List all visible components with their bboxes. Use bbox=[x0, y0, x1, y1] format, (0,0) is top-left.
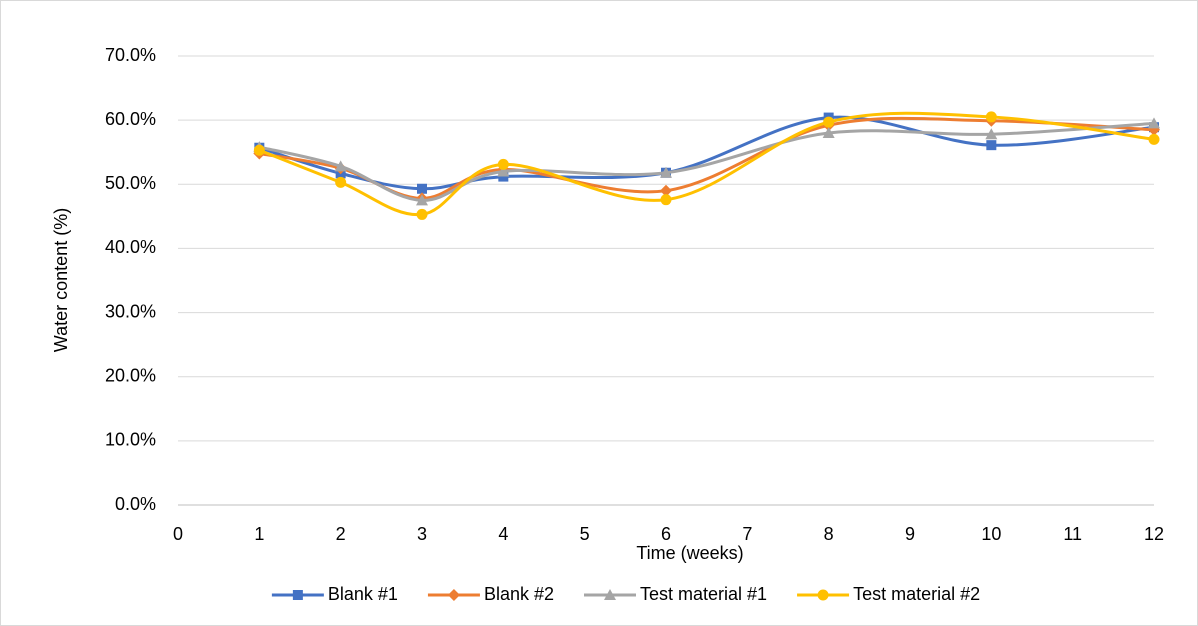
marker bbox=[417, 183, 427, 194]
marker bbox=[822, 126, 835, 138]
marker bbox=[660, 184, 672, 197]
y-tick-label: 30.0% bbox=[105, 301, 156, 321]
y-tick-label: 10.0% bbox=[105, 430, 156, 450]
legend-item: Blank #2 bbox=[427, 584, 554, 604]
x-tick-label: 2 bbox=[336, 524, 346, 544]
marker bbox=[253, 144, 265, 156]
x-tick-label: 6 bbox=[661, 524, 671, 544]
marker bbox=[660, 166, 672, 178]
x-tick-label: 10 bbox=[981, 524, 1001, 544]
x-tick-label: 1 bbox=[254, 524, 264, 544]
marker bbox=[334, 160, 347, 172]
legend: Blank #1 Blank #2 Test material #1 Test mat… bbox=[271, 584, 980, 604]
marker bbox=[817, 589, 829, 601]
x-tick-label: 7 bbox=[742, 524, 752, 544]
y-tick-label: 20.0% bbox=[105, 365, 156, 385]
legend-label: Blank #2 bbox=[484, 584, 554, 604]
y-axis-title: Water content (%) bbox=[51, 208, 71, 352]
legend-item: Blank #1 bbox=[271, 584, 398, 604]
x-tick-label: 4 bbox=[498, 524, 508, 544]
x-axis-title: Time (weeks) bbox=[636, 543, 743, 563]
marker bbox=[986, 140, 997, 151]
x-tick-label: 8 bbox=[824, 524, 834, 544]
y-tick-label: 70.0% bbox=[105, 45, 156, 65]
marker bbox=[985, 111, 997, 123]
y-tick-label: 60.0% bbox=[105, 109, 156, 129]
marker bbox=[416, 208, 428, 220]
x-tick-label: 12 bbox=[1144, 524, 1164, 544]
marker bbox=[660, 194, 672, 206]
marker bbox=[292, 590, 303, 600]
marker bbox=[823, 116, 835, 128]
marker bbox=[335, 176, 347, 188]
marker bbox=[1148, 117, 1160, 129]
x-tick-label: 9 bbox=[905, 524, 915, 544]
x-tick-label: 3 bbox=[417, 524, 427, 544]
marker bbox=[497, 165, 510, 177]
marker bbox=[498, 171, 509, 182]
legend-item: Test material #1 bbox=[584, 584, 767, 604]
legend-label: Blank #1 bbox=[328, 584, 398, 604]
marker bbox=[985, 128, 998, 140]
legend-label: Test material #2 bbox=[853, 584, 980, 604]
marker bbox=[604, 589, 616, 600]
marker bbox=[1148, 133, 1160, 145]
x-tick-label: 11 bbox=[1063, 524, 1082, 544]
legend-label: Test material #1 bbox=[640, 584, 767, 604]
legend-item: Test material #2 bbox=[797, 584, 980, 604]
marker bbox=[416, 194, 428, 206]
y-tick-label: 0.0% bbox=[115, 494, 156, 514]
x-tick-label: 0 bbox=[173, 524, 183, 544]
marker bbox=[447, 589, 460, 601]
series-line bbox=[258, 111, 1155, 217]
x-tick-label: 5 bbox=[580, 524, 590, 544]
y-tick-label: 40.0% bbox=[105, 237, 156, 257]
y-tick-label: 50.0% bbox=[105, 173, 156, 193]
marker bbox=[497, 158, 509, 170]
